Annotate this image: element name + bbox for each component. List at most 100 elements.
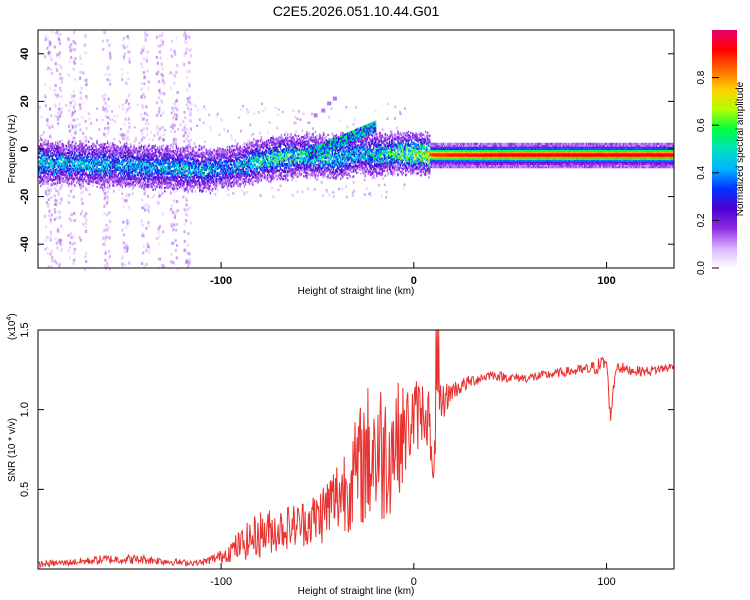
spectrogram-cell	[119, 148, 121, 151]
spectrogram-cell	[175, 176, 178, 179]
spectrogram-cell	[156, 178, 159, 181]
spectrogram-cell	[96, 180, 98, 183]
spectrogram-cell	[151, 147, 153, 150]
spectrogram-cell	[88, 159, 91, 162]
spectrogram-cell	[62, 144, 64, 148]
spectrogram-cell	[106, 151, 109, 154]
spectrogram-cell	[175, 173, 178, 176]
spectrogram-cell	[59, 171, 61, 174]
spectrogram-cell	[72, 136, 75, 140]
spectrogram-cell	[163, 158, 165, 161]
spectrogram-cell	[50, 149, 53, 152]
spectrogram-cell	[162, 264, 165, 268]
spectrogram-cell	[382, 177, 385, 180]
spectrogram-cell	[44, 155, 46, 158]
spectrogram-cell	[154, 188, 156, 191]
spectrogram-cell	[79, 76, 82, 80]
spectrogram-cell	[122, 177, 125, 180]
spectrogram-cell	[127, 101, 130, 105]
spectrogram-cell	[161, 145, 163, 148]
spectrogram-cell	[49, 67, 52, 71]
spectrogram-cell	[383, 183, 386, 187]
spectrogram-cell	[79, 176, 81, 179]
spectrogram-cell	[48, 126, 51, 129]
spectrogram-cell	[164, 158, 166, 161]
spectrogram-cell	[99, 163, 101, 166]
spectrogram-cell	[140, 113, 143, 117]
spectrogram-cell	[155, 182, 158, 185]
spectrogram-cell	[147, 160, 149, 163]
spectrogram-cell	[52, 178, 55, 181]
spectrogram-cell	[53, 169, 56, 172]
spectrogram-cell	[175, 200, 179, 203]
spectrogram-cell	[89, 155, 92, 158]
spectrogram-cell	[292, 109, 295, 112]
spectrogram-cell	[365, 187, 368, 190]
spectrogram-cell	[175, 180, 178, 183]
spectrogram-cell	[164, 173, 166, 177]
spectrogram-cell	[196, 169, 199, 172]
spectrogram-cell	[40, 133, 43, 137]
spectrogram-cell	[182, 162, 184, 165]
spectrogram-cell	[134, 138, 137, 142]
spectrogram-cell	[184, 131, 187, 135]
spectrogram-cell	[96, 139, 98, 142]
spectrogram-cell	[161, 67, 164, 71]
spectrogram-cell	[179, 169, 181, 172]
spectrogram-cell	[158, 145, 161, 148]
spectrogram-cell	[125, 98, 128, 102]
spectrogram-cell	[133, 156, 135, 159]
spectrogram-cell	[107, 104, 110, 108]
spectrogram-cell	[132, 183, 134, 186]
spectrogram-cell	[99, 186, 101, 189]
spectrogram-cell	[50, 148, 53, 151]
spectrogram-cell	[180, 185, 182, 188]
spectrogram-cell	[66, 159, 68, 162]
spectrogram-cell	[163, 81, 166, 85]
spectrogram-cell	[143, 95, 146, 99]
spectrogram-cell	[70, 174, 73, 177]
spectrogram-cell	[85, 82, 88, 86]
spectrogram-cell	[101, 163, 103, 166]
spectrogram-cell	[46, 166, 48, 169]
spectrogram-cell	[61, 146, 63, 149]
spectrogram-cell	[185, 161, 187, 164]
spectrogram-cell	[62, 171, 64, 174]
spectrogram-cell	[39, 159, 41, 163]
spectrogram-cell	[71, 174, 74, 177]
spectrogram-cell	[127, 150, 129, 153]
spectrogram-cell	[97, 174, 99, 178]
spectrogram-cell	[186, 47, 189, 51]
spectrogram-cell	[153, 146, 155, 149]
spectrogram-cell	[70, 167, 73, 170]
spectrogram-cell	[67, 201, 70, 205]
spectrogram-cell	[112, 159, 114, 163]
spectrogram-cell	[119, 152, 121, 155]
spectrogram-cell	[122, 55, 126, 59]
spectrogram-cell	[101, 176, 103, 179]
spectrogram-cell	[86, 155, 89, 158]
spectrogram-cell	[95, 168, 97, 171]
spectrogram-cell	[122, 137, 125, 140]
spectrogram-cell	[53, 145, 56, 148]
spectrogram-cell	[117, 178, 119, 181]
spectrogram-cell	[187, 264, 190, 268]
spectrogram-cell	[165, 177, 167, 180]
spectrogram-cell	[85, 187, 88, 191]
spectrogram-cell	[141, 175, 144, 178]
spectrogram-cell	[162, 178, 164, 181]
spectrogram-cell	[114, 165, 116, 168]
spectrogram-cell	[155, 149, 158, 152]
spectrogram-cell	[101, 155, 103, 158]
spectrogram-cell	[95, 153, 97, 156]
spectrogram-cell	[276, 126, 279, 130]
spectrogram-cell	[186, 187, 188, 190]
spectrogram-cell	[161, 168, 163, 171]
spectrogram-cell	[87, 112, 90, 115]
spectrogram-cell	[153, 134, 156, 137]
spectrogram-cell	[117, 155, 119, 158]
spectrogram-cell	[46, 181, 48, 184]
spectrogram-cell	[80, 156, 82, 159]
spectrogram-cell	[162, 157, 164, 160]
spectrogram-cell	[151, 186, 153, 189]
